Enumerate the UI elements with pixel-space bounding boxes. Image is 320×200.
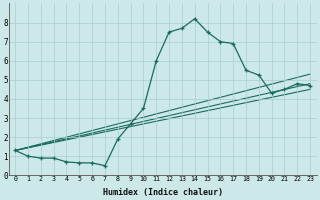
X-axis label: Humidex (Indice chaleur): Humidex (Indice chaleur) <box>103 188 223 197</box>
